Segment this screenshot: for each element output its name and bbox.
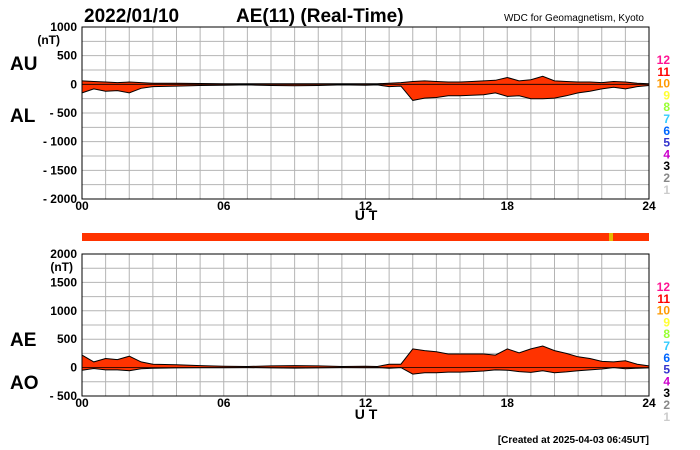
plot-title: AE(11) (Real-Time)	[236, 6, 404, 27]
ae-ao-y-tick-label: 500	[57, 332, 77, 346]
ae-ao-scale-label: 11	[657, 292, 670, 306]
ae-ao-x-tick-label: 18	[501, 396, 515, 410]
ae-ao-scale-label: 8	[663, 327, 670, 341]
au-al-x-axis-label: U T	[355, 207, 378, 223]
ae-ao-fill-area	[82, 346, 649, 375]
station-coverage-bar	[82, 233, 649, 241]
ae-ao-y-tick-label: - 500	[50, 389, 78, 403]
ae-ao-x-tick-label: 06	[217, 396, 231, 410]
ae-ao-grid	[82, 254, 649, 396]
ae-ao-scale-label: 12	[657, 280, 671, 294]
ao-label: AO	[10, 373, 39, 394]
au-al-scale-label: 8	[663, 100, 670, 114]
au-al-scale-label: 5	[663, 136, 670, 150]
ae-ao-y-tick-label: 2000	[50, 247, 77, 261]
au-al-y-tick-label: 0	[70, 77, 77, 91]
station-coverage-marker	[609, 233, 613, 241]
ae-ao-scale-label: 1	[663, 410, 670, 424]
al-series-line	[81, 84, 650, 101]
ae-ao-x-tick-label: 24	[642, 396, 656, 410]
au-al-y-tick-label: - 1500	[43, 163, 77, 177]
ae-ao-scale-label: 5	[663, 363, 670, 377]
au-al-scale-label: 6	[663, 124, 670, 138]
ae-ao-x-tick-label: 12	[359, 396, 373, 410]
au-al-x-tick-label: 24	[642, 199, 656, 213]
au-al-x-ticks: 00 06 12 18 24	[75, 199, 656, 213]
ae-ao-x-axis-label: U T	[355, 406, 378, 422]
ae-ao-scale-label: 4	[663, 374, 670, 388]
au-al-y-tick-label: - 500	[50, 106, 78, 120]
au-al-fill-area	[82, 76, 649, 101]
ae-ao-scale-label: 2	[663, 398, 670, 412]
au-al-scale-label: 12	[657, 53, 671, 67]
ae-ao-x-ticks: 00 06 12 18 24	[75, 396, 656, 410]
ae-ao-scale-label: 9	[663, 315, 670, 329]
au-al-unit: (nT)	[37, 33, 60, 47]
au-al-data	[81, 75, 650, 101]
ae-ao-y-tick-label: 1000	[50, 304, 77, 318]
au-al-scale-label: 7	[663, 112, 670, 126]
au-al-scale-label: 2	[663, 171, 670, 185]
au-al-y-tick-label: 500	[57, 49, 77, 63]
ae-ao-unit: (nT)	[50, 260, 73, 274]
ae-ao-x-tick-label: 00	[75, 396, 89, 410]
au-al-x-tick-label: 06	[217, 199, 231, 213]
au-al-x-tick-label: 18	[501, 199, 515, 213]
au-al-scale-label: 10	[657, 77, 671, 91]
data-source: WDC for Geomagnetism, Kyoto	[504, 13, 644, 24]
au-al-frame	[81, 26, 650, 200]
ao-series-line	[81, 367, 650, 375]
au-al-scale-label: 1	[663, 183, 670, 197]
ae-ao-y-tick-label: 1500	[50, 275, 77, 289]
ae-ao-scale-label: 10	[657, 304, 671, 318]
ae-ao-y-ticks: 2000 1500 1000 500 0 - 500	[50, 247, 78, 403]
au-al-x-tick-label: 12	[359, 199, 373, 213]
ae-ao-scale-label: 7	[663, 339, 670, 353]
ae-ao-scale-label: 3	[663, 386, 670, 400]
ae-ao-data	[81, 345, 650, 375]
ae-series-line	[81, 345, 650, 368]
ae-ao-y-tick-label: 0	[70, 361, 77, 375]
ae-ao-scale-label: 6	[663, 351, 670, 365]
ae-ao-frame	[81, 253, 650, 397]
plot-date: 2022/01/10	[84, 6, 179, 27]
au-al-y-tick-label: 1000	[50, 20, 77, 34]
au-label: AU	[10, 54, 37, 75]
au-al-scale-label: 4	[663, 147, 670, 161]
au-al-scale-label: 11	[657, 65, 670, 79]
created-timestamp: [Created at 2025-04-03 06:45UT]	[498, 435, 649, 446]
au-series-line	[81, 75, 650, 85]
ae-label: AE	[10, 330, 36, 351]
au-al-scale-label: 3	[663, 159, 670, 173]
au-al-x-tick-label: 00	[75, 199, 89, 213]
au-al-y-ticks: 1000 500 0 - 500 - 1000 - 1500 - 2000	[43, 20, 77, 206]
al-label: AL	[10, 106, 36, 127]
au-al-y-tick-label: - 1000	[43, 135, 77, 149]
au-al-y-tick-label: - 2000	[43, 192, 77, 206]
au-al-scale-label: 9	[663, 88, 670, 102]
au-al-grid	[82, 27, 649, 199]
